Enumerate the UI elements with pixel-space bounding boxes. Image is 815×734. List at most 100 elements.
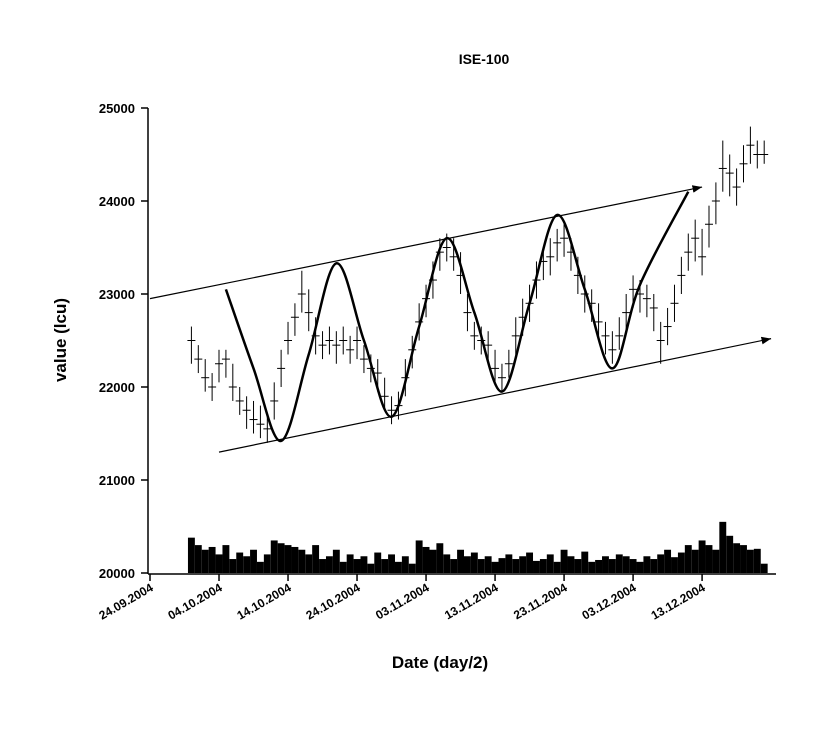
volume-bar xyxy=(677,552,685,573)
volume-bar xyxy=(353,559,361,573)
volume-bar xyxy=(332,549,340,573)
volume-bar xyxy=(319,559,326,573)
volume-bar xyxy=(436,543,444,573)
x-tick-label: 13.11.2004 xyxy=(442,580,501,622)
volume-bar xyxy=(443,554,451,573)
volume-bar xyxy=(229,559,237,573)
volume-bar xyxy=(457,549,464,573)
x-tick-label: 03.11.2004 xyxy=(373,580,432,622)
volume-bar xyxy=(401,556,409,573)
volume-bar xyxy=(256,561,264,573)
volume-bar xyxy=(291,546,299,573)
volume-bar xyxy=(574,559,582,573)
volume-bar xyxy=(546,554,554,573)
volume-bar xyxy=(339,561,347,573)
volume-bar xyxy=(671,557,678,573)
volume-bar xyxy=(505,554,513,573)
volume-bar xyxy=(753,548,761,573)
y-axis-label: value (lcu) xyxy=(51,298,70,382)
volume-bar xyxy=(643,556,651,573)
volume-bar xyxy=(588,561,596,573)
volume-bar xyxy=(712,549,720,573)
volume-bar xyxy=(622,556,630,573)
volume-bar xyxy=(381,559,389,573)
y-tick-label: 22000 xyxy=(99,380,135,395)
volume-bar xyxy=(367,563,375,573)
y-tick-label: 21000 xyxy=(99,473,135,488)
volume-bar xyxy=(629,559,637,573)
x-tick-label: 23.11.2004 xyxy=(511,580,570,622)
volume-bar xyxy=(526,552,534,573)
volume-bar xyxy=(187,537,195,573)
volume-bar xyxy=(374,552,382,573)
volume-bar xyxy=(664,549,672,573)
volume-bar xyxy=(346,554,354,573)
volume-bar xyxy=(567,556,575,573)
volume-bar xyxy=(284,545,292,573)
volume-bar xyxy=(477,559,485,573)
volume-bar xyxy=(312,545,320,573)
volume-bar xyxy=(215,554,223,573)
volume-bar xyxy=(615,554,623,573)
volume-bar xyxy=(298,549,306,573)
y-tick-label: 20000 xyxy=(99,566,135,581)
volume-bar xyxy=(450,559,458,573)
volume-bar xyxy=(726,535,734,573)
volume-bar xyxy=(740,545,747,573)
y-tick-label: 24000 xyxy=(99,194,135,209)
x-tick-label: 14.10.2004 xyxy=(235,580,294,622)
volume-bar xyxy=(429,549,437,573)
volume-bar xyxy=(560,549,568,573)
x-tick-label: 24.09.2004 xyxy=(96,580,155,622)
volume-bar xyxy=(360,556,368,573)
volume-bar xyxy=(595,559,603,573)
volume-bar xyxy=(533,560,540,573)
volume-bar xyxy=(636,561,644,573)
volume-bar xyxy=(325,556,333,573)
trend-line xyxy=(218,336,772,453)
volume-bar xyxy=(602,556,609,573)
volume-bar xyxy=(760,563,768,573)
x-tick-label: 03.12.2004 xyxy=(580,580,639,622)
trend-line xyxy=(149,185,703,300)
volume-bar xyxy=(222,545,230,573)
volume-bar xyxy=(415,540,423,573)
volume-bar xyxy=(250,549,257,573)
volume-bar xyxy=(491,561,499,573)
volume-bar xyxy=(408,563,416,573)
volume-bar xyxy=(608,559,616,573)
volume-bar xyxy=(539,559,547,573)
volume-bar xyxy=(277,543,285,573)
x-tick-label: 04.10.2004 xyxy=(165,580,224,622)
x-tick-label: 13.12.2004 xyxy=(649,580,708,622)
volume-bar xyxy=(650,559,658,573)
volume-bar xyxy=(581,551,589,573)
volume-bar xyxy=(270,540,278,573)
volume-bar xyxy=(705,545,713,573)
volume-bar xyxy=(746,549,754,573)
volume-bar xyxy=(243,556,251,573)
volume-bar xyxy=(698,540,706,573)
volume-bar xyxy=(470,552,478,573)
volume-bar xyxy=(484,556,492,573)
volume-bar xyxy=(733,543,741,573)
volume-bar xyxy=(719,521,727,573)
y-tick-label: 25000 xyxy=(99,101,135,116)
volume-bar xyxy=(194,545,202,573)
volume-bar xyxy=(422,546,430,573)
y-tick-label: 23000 xyxy=(99,287,135,302)
volume-bar xyxy=(263,554,271,573)
chart-title: ISE-100 xyxy=(459,51,510,67)
volume-bar xyxy=(498,558,506,573)
volume-bar xyxy=(519,556,527,573)
volume-bar xyxy=(208,546,216,573)
x-tick-label: 24.10.2004 xyxy=(304,580,363,622)
volume-bar xyxy=(553,561,561,573)
volume-bar xyxy=(512,559,520,573)
volume-bar xyxy=(201,549,209,573)
volume-bar xyxy=(691,549,699,573)
volume-bar xyxy=(236,552,244,573)
volume-bar xyxy=(464,556,471,573)
volume-bar xyxy=(657,554,665,573)
